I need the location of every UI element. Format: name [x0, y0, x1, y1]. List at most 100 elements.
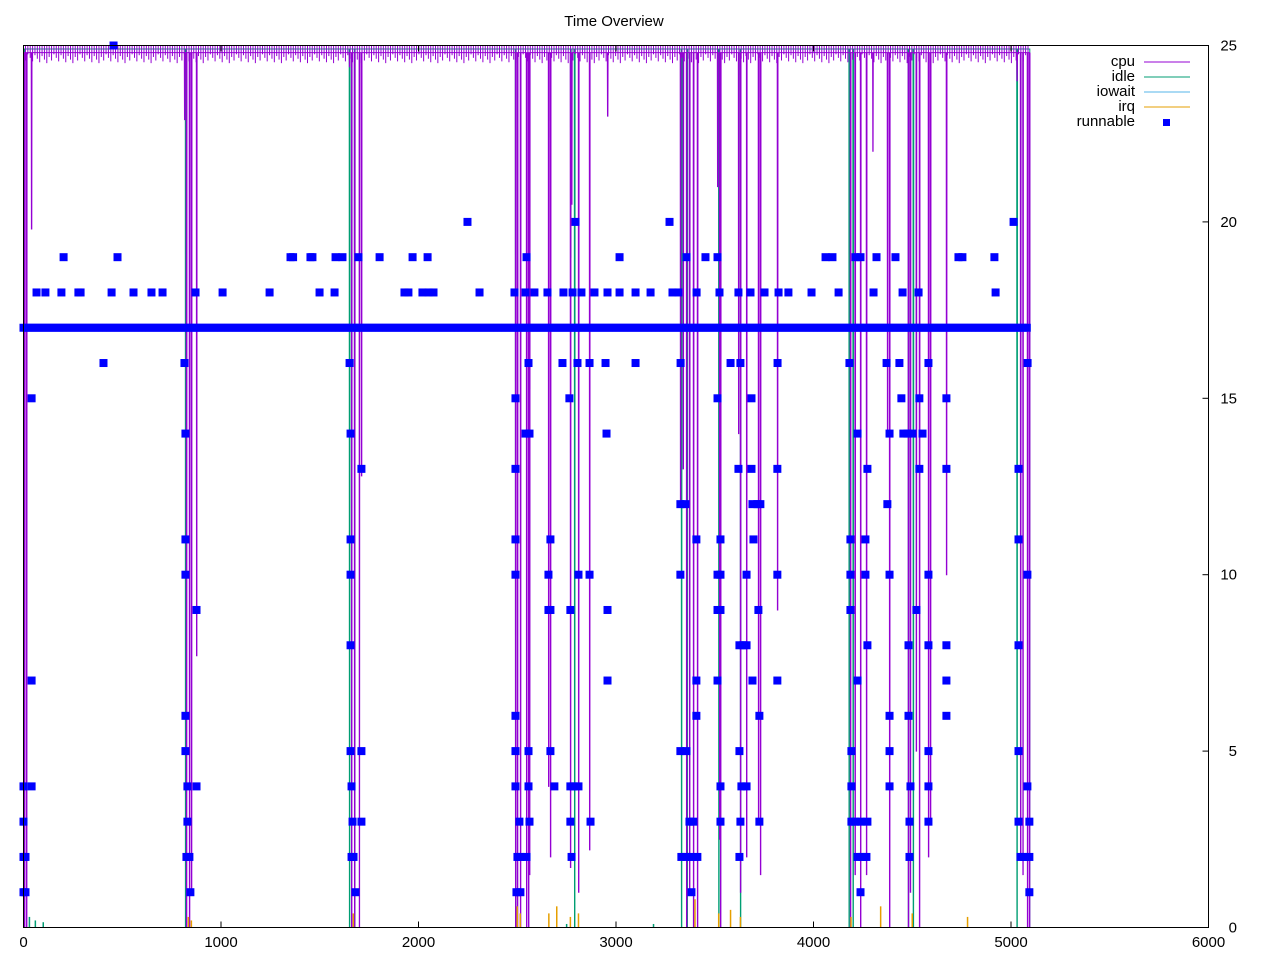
runnable-point [289, 253, 298, 262]
runnable-point [991, 288, 1000, 297]
runnable-point [914, 288, 923, 297]
runnable-point [912, 605, 921, 614]
runnable-point [882, 359, 891, 368]
runnable-point [1023, 782, 1032, 791]
runnable-point [716, 535, 725, 544]
runnable-point [129, 288, 138, 297]
runnable-point [676, 570, 685, 579]
runnable-point [990, 253, 999, 262]
runnable-point [577, 288, 586, 297]
legend-label-idle: idle [1112, 68, 1135, 85]
cpu-line [23, 52, 1031, 928]
runnable-point [1014, 535, 1023, 544]
runnable-point [546, 605, 555, 614]
runnable-point [784, 288, 793, 297]
runnable-point [701, 253, 710, 262]
runnable-point [27, 782, 36, 791]
runnable-point [522, 253, 531, 262]
runnable-point [895, 359, 904, 368]
y-axis-right: 0 5 10 15 20 25 [1202, 38, 1237, 937]
runnable-point [682, 253, 691, 262]
runnable-point [510, 288, 519, 297]
runnable-point [897, 394, 906, 403]
runnable-point [181, 429, 190, 438]
runnable-point [566, 605, 575, 614]
runnable-point [898, 288, 907, 297]
runnable-point [475, 288, 484, 297]
runnable-point [315, 288, 324, 297]
runnable-point [736, 817, 745, 826]
runnable-point [716, 605, 725, 614]
runnable-point [908, 429, 917, 438]
runnable-point [861, 570, 870, 579]
runnable-point [716, 782, 725, 791]
runnable-point [59, 253, 68, 262]
runnable-point [573, 359, 582, 368]
runnable-point [687, 888, 696, 897]
runnable-point [602, 429, 611, 438]
runnable-point [558, 359, 567, 368]
runnable-point [924, 570, 933, 579]
runnable-point [851, 253, 860, 262]
runnable-point [846, 570, 855, 579]
runnable-point [346, 429, 355, 438]
runnable-point [692, 288, 701, 297]
runnable-point [586, 817, 595, 826]
runnable-point [524, 359, 533, 368]
legend-label-irq: irq [1118, 98, 1135, 115]
runnable-point [516, 888, 525, 897]
runnable-point [716, 570, 725, 579]
runnable-point [1009, 217, 1018, 226]
runnable-point [351, 888, 360, 897]
runnable-point [511, 464, 520, 473]
runnable-point [76, 288, 85, 297]
x-axis: 0 1000 2000 3000 4000 5000 6000 [19, 45, 1225, 951]
runnable-point [522, 852, 531, 861]
runnable-point [906, 782, 915, 791]
runnable-point [1022, 323, 1031, 332]
runnable-point [1014, 747, 1023, 756]
plot-frame [23, 45, 1209, 928]
runnable-point [113, 253, 122, 262]
runnable-point [183, 817, 192, 826]
runnable-point [715, 288, 724, 297]
runnable-point [863, 641, 872, 650]
y-tick-label: 25 [1220, 38, 1237, 55]
runnable-point [330, 288, 339, 297]
runnable-point [755, 817, 764, 826]
runnable-point [107, 288, 116, 297]
runnable-point [1014, 641, 1023, 650]
runnable-point [760, 288, 769, 297]
runnable-point [571, 217, 580, 226]
runnable-point [942, 464, 951, 473]
runnable-point [424, 288, 433, 297]
runnable-point [674, 288, 683, 297]
runnable-point [924, 641, 933, 650]
cpu-noise [24, 45, 1029, 64]
runnable-point [357, 464, 366, 473]
plot-area [19, 41, 1034, 928]
chart-title: Time Overview [564, 13, 664, 30]
runnable-point [856, 888, 865, 897]
x-tick-label: 5000 [994, 934, 1027, 951]
runnable-point [924, 747, 933, 756]
runnable-point [348, 817, 357, 826]
runnable-point [147, 288, 156, 297]
runnable-point [349, 852, 358, 861]
runnable-point [869, 288, 878, 297]
runnable-point [747, 394, 756, 403]
runnable-point [713, 253, 722, 262]
runnable-point [904, 641, 913, 650]
runnable-point [736, 359, 745, 368]
runnable-point [891, 253, 900, 262]
runnable-point [942, 394, 951, 403]
runnable-point [357, 817, 366, 826]
runnable-point [774, 288, 783, 297]
runnable-point [603, 605, 612, 614]
runnable-point [915, 464, 924, 473]
runnable-point [924, 359, 933, 368]
runnable-point [346, 747, 355, 756]
runnable-point [99, 359, 108, 368]
runnable-point [511, 394, 520, 403]
